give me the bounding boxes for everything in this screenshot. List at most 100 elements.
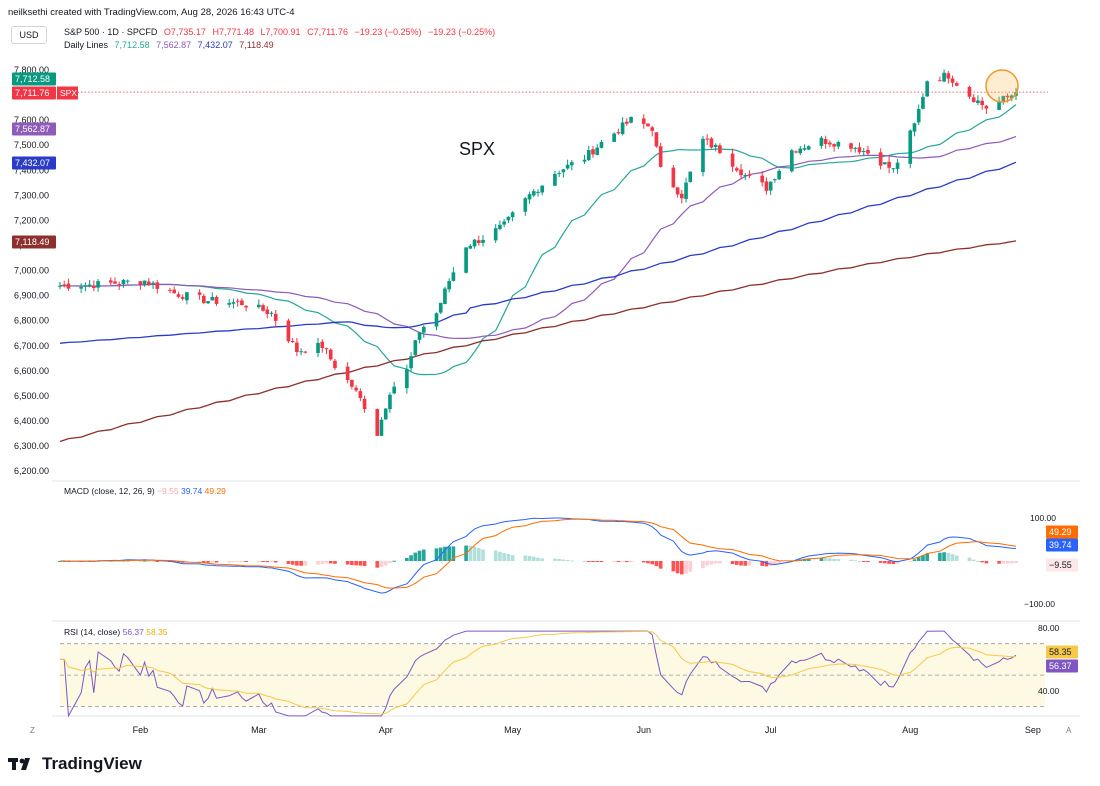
macd-hist-bar — [138, 560, 143, 562]
macd-hist-bar — [828, 558, 832, 561]
candle — [883, 162, 887, 165]
macd-hist-bar — [734, 561, 739, 565]
macd-hist-bar — [476, 547, 481, 561]
candle-body — [625, 121, 629, 124]
candle — [197, 289, 202, 300]
macd-hist-bar — [256, 561, 261, 562]
macd-hist-badge: −9.55 — [1046, 558, 1078, 572]
month-tick-label: Jul — [765, 725, 777, 735]
currency-button[interactable]: USD — [11, 26, 47, 44]
macd-hist-bar — [675, 561, 680, 574]
spx-tag: SPX — [57, 86, 78, 100]
candle-body — [117, 284, 122, 286]
zoom-corner-button[interactable]: Z — [30, 726, 35, 735]
candle — [375, 408, 380, 436]
candle-body — [468, 245, 473, 249]
candle-body — [658, 146, 663, 167]
ma20-line — [59, 104, 1017, 376]
candle-body — [849, 143, 853, 149]
last-price-badge-text: 7,711.76 — [15, 88, 49, 98]
candle-body — [328, 349, 333, 360]
candle-body — [675, 187, 680, 195]
candle — [891, 167, 896, 173]
auto-scale-button[interactable]: A — [1066, 726, 1072, 735]
candle-body — [413, 340, 418, 355]
macd-hist-bar — [392, 560, 396, 562]
candle-body — [557, 173, 561, 175]
candle — [531, 188, 536, 198]
candle — [117, 281, 122, 290]
macd-hist-bar — [409, 555, 413, 561]
created-by-text: neilksethi created with TradingView.com,… — [8, 7, 295, 18]
rsi-legend[interactable]: RSI (14, close) 56.37 58.35 — [64, 627, 168, 637]
candle-body — [142, 280, 147, 285]
candle — [629, 116, 633, 124]
candle — [557, 170, 561, 178]
candle-body — [620, 122, 625, 135]
candle-body — [853, 147, 858, 149]
macd-hist-bar — [273, 561, 278, 563]
candle — [256, 299, 261, 309]
macd-hist-bar — [362, 561, 367, 567]
candle — [125, 279, 130, 284]
candle-body — [472, 239, 477, 247]
macd-hist-bar — [984, 561, 989, 564]
price-tick-label: 6,700.00 — [14, 341, 49, 351]
macd-hist-bar — [1009, 561, 1014, 564]
macd-legend[interactable]: MACD (close, 12, 26, 9) −9.55 39.74 49.2… — [64, 486, 226, 496]
symbol-name[interactable]: S&P 500 · 1D · SPCFD — [64, 27, 158, 37]
ma20-badge: 7,712.58 — [12, 72, 56, 86]
candle — [773, 178, 777, 183]
candle — [244, 305, 248, 312]
candle-body — [79, 287, 83, 289]
candle-body — [764, 181, 769, 191]
candle-body — [265, 309, 270, 315]
candle — [701, 136, 705, 177]
candle — [443, 286, 447, 305]
candle-body — [362, 398, 367, 410]
macd-hist-bar — [938, 552, 942, 561]
macd-hist-bar — [853, 560, 858, 562]
macd-hist-bar — [405, 557, 409, 561]
rsi-value-badge-text: 56.37 — [1049, 661, 1072, 671]
macd-hist-bar — [227, 561, 232, 563]
candle — [540, 185, 545, 196]
macd-hist-bar — [946, 552, 951, 561]
ma200-badge-bg — [12, 235, 56, 249]
rsi-value-badge-bg — [1046, 659, 1078, 673]
candle-body — [240, 300, 244, 306]
candle-body — [866, 149, 870, 154]
candle — [942, 69, 946, 83]
rsi-axis-label: 40.00 — [1038, 686, 1060, 696]
candle — [413, 340, 418, 357]
candle — [434, 312, 439, 331]
macd-hist-bar — [582, 560, 587, 562]
candle-body — [316, 342, 320, 354]
rsi-title: RSI (14, close) — [64, 627, 121, 637]
macd-hist-bar — [599, 561, 604, 563]
candle — [362, 395, 367, 413]
candle — [688, 171, 693, 183]
candle-body — [113, 281, 117, 284]
tradingview-footer: TradingView — [8, 754, 142, 774]
ohlc-change: −19.23 (−0.25%) — [354, 27, 422, 37]
candle — [946, 70, 951, 84]
candle-body — [62, 284, 67, 286]
macd-hist-bar — [773, 561, 777, 566]
candle — [417, 331, 422, 344]
macd-hist-bar — [472, 546, 477, 561]
candle-body — [832, 144, 836, 147]
candle-body — [388, 394, 392, 410]
macd-hist-bar — [206, 561, 210, 563]
ma-legend[interactable]: Daily Lines 7,712.58 7,562.87 7,432.07 7… — [64, 40, 278, 50]
candle — [853, 146, 858, 153]
candle-body — [87, 284, 92, 286]
macd-hist-bar — [214, 561, 219, 563]
candle-body — [510, 212, 515, 218]
macd-hist-bar — [832, 558, 836, 561]
ma200-value: 7,118.49 — [239, 40, 274, 50]
candle-body — [172, 289, 177, 294]
candle-body — [954, 83, 959, 86]
candle-body — [92, 285, 96, 289]
